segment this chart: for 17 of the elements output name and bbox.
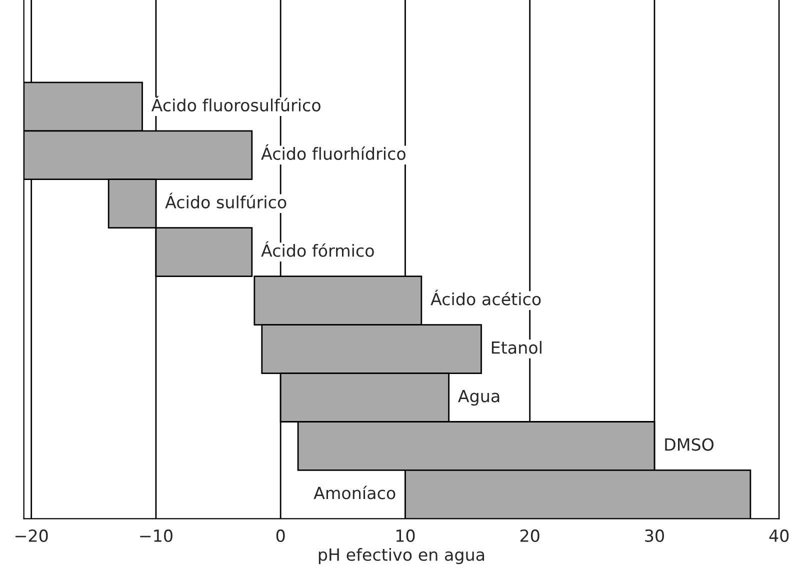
x-tick-label: −10 (140, 529, 172, 542)
x-tick-label: 30 (645, 529, 664, 542)
y-tick-label: Ácido fórmico (261, 241, 374, 257)
y-tick-label: Ácido fluorhídrico (261, 144, 406, 160)
x-tick-label: −20 (16, 529, 48, 542)
y-tick-label: DMSO (665, 438, 714, 451)
y-tick-label: Amoníaco (314, 486, 396, 500)
y-tick-label: Ácido sulfúrico (165, 192, 286, 208)
x-tick-label: 40 (769, 529, 789, 542)
x-tick-label: 20 (520, 529, 540, 542)
x-axis-title: pH efectivo en agua (318, 548, 484, 564)
y-tick-label: Ácido acético (430, 290, 541, 306)
y-tick-label: Etanol (492, 340, 542, 354)
y-tick-label: Agua (458, 390, 500, 406)
y-tick-label: Ácido fluorosulfúrico (151, 96, 320, 112)
x-tick-label: 10 (396, 529, 415, 542)
x-tick-label: 0 (276, 529, 285, 542)
